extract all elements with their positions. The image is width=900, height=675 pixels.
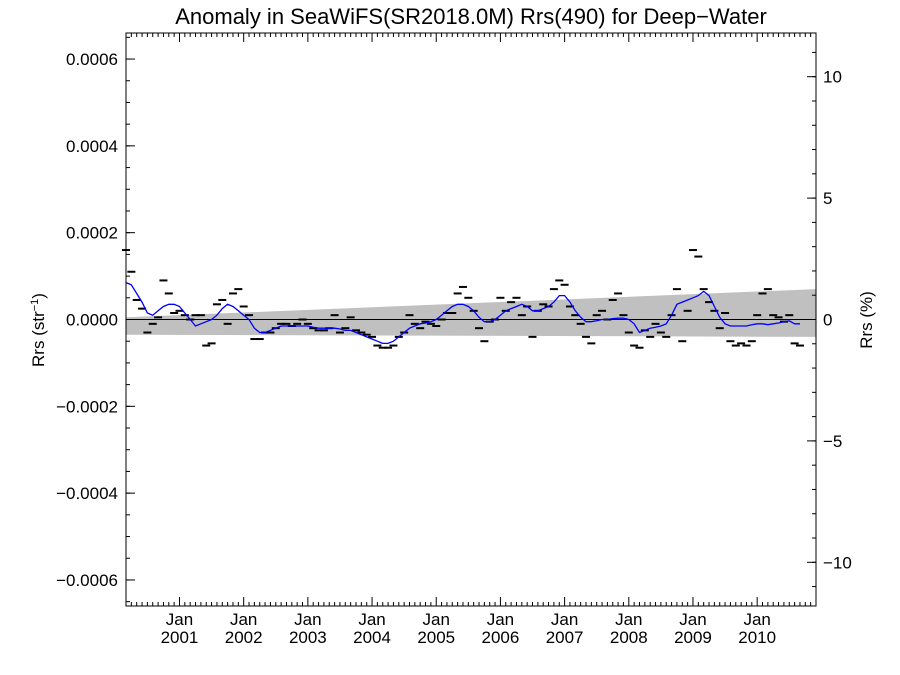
y-tick-label: 0.0004: [66, 137, 118, 156]
x-tick-year-label: 2001: [161, 628, 199, 647]
x-tick-year-label: 2004: [353, 628, 391, 647]
smoothed-anomaly-line: [125, 281, 800, 345]
x-tick-month-label: Jan: [423, 610, 450, 629]
y-tick-label: 0.0000: [66, 311, 118, 330]
y-tick-label: −0.0002: [56, 397, 118, 416]
x-tick-month-label: Jan: [679, 610, 706, 629]
x-tick-month-label: Jan: [615, 610, 642, 629]
y2-tick-label: −10: [823, 553, 852, 572]
x-tick-month-label: Jan: [166, 610, 193, 629]
x-tick-year-label: 2009: [674, 628, 712, 647]
y2-tick-label: 5: [823, 189, 832, 208]
x-tick-month-label: Jan: [294, 610, 321, 629]
y-axis-label-main: Rrs (str: [29, 311, 48, 367]
x-tick-month-label: Jan: [358, 610, 385, 629]
x-tick-year-label: 2002: [225, 628, 263, 647]
y-axis-label-close: ): [29, 293, 48, 299]
x-tick-month-label: Jan: [230, 610, 257, 629]
chart-title: Anomaly in SeaWiFS(SR2018.0M) Rrs(490) f…: [175, 4, 767, 29]
y-axis-label-exponent: −1: [29, 299, 41, 312]
trend-band-layer: [126, 289, 816, 337]
y2-tick-label: 0: [823, 311, 832, 330]
monthly-anomaly-layer: [122, 249, 804, 349]
y2-tick-label: −5: [823, 432, 842, 451]
x-tick-year-label: 2005: [417, 628, 455, 647]
y2-tick-label: 10: [823, 68, 842, 87]
x-tick-year-label: 2008: [610, 628, 648, 647]
x-tick-year-label: 2007: [546, 628, 584, 647]
y-axis-label: Rrs (str−1): [29, 293, 48, 367]
x-axis: Jan2001Jan2002Jan2003Jan2004Jan2005Jan20…: [125, 33, 817, 647]
x-tick-year-label: 2006: [482, 628, 520, 647]
x-tick-year-label: 2010: [738, 628, 776, 647]
y-tick-label: −0.0006: [56, 571, 118, 590]
y-tick-label: 0.0002: [66, 224, 118, 243]
x-tick-month-label: Jan: [487, 610, 514, 629]
y-tick-label: −0.0004: [56, 484, 118, 503]
trend-confidence-band: [126, 289, 816, 337]
right-y-axis: −10 −5 0 5 10: [807, 51, 852, 588]
y2-axis-label: Rrs (%): [857, 291, 876, 349]
x-tick-month-label: Jan: [743, 610, 770, 629]
x-tick-month-label: Jan: [551, 610, 578, 629]
left-y-axis: −0.0006 −0.0004 −0.0002 0.0000 0.0002 0.0004 0…: [56, 36, 135, 603]
y-tick-label: 0.0006: [66, 50, 118, 69]
x-tick-year-label: 2003: [289, 628, 327, 647]
